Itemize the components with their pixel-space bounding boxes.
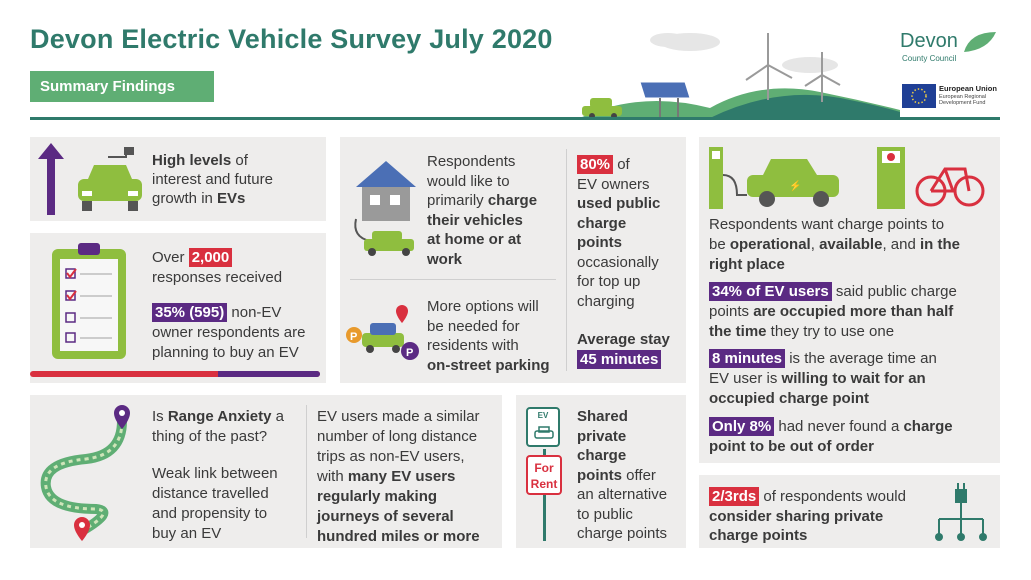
- responses-count-badge: 2,000: [188, 248, 233, 267]
- public-charge-pct-badge: 80%: [577, 155, 614, 174]
- range-anxiety-panel: Is Range Anxiety a thing of the past? We…: [30, 395, 502, 548]
- range-question: Is Range Anxiety a thing of the past?: [152, 408, 284, 445]
- leaf-icon: [964, 32, 996, 52]
- wait-badge: 8 minutes: [709, 349, 786, 368]
- non-ev-text: 35% (595) non-EV owner respondents are p…: [152, 303, 306, 361]
- on-street-text: More options will be needed for resident…: [427, 298, 550, 374]
- average-stay-value: 45 minutes: [577, 350, 662, 369]
- devon-logo-text: Devon: [900, 30, 958, 52]
- non-ev-pct-badge: 35% (595): [152, 303, 228, 322]
- vertical-divider: [566, 149, 567, 371]
- for-rent-sign: For Rent: [526, 455, 562, 495]
- eu-sub1: European Regional: [939, 94, 987, 100]
- page-title: Devon Electric Vehicle Survey July 2020: [30, 24, 553, 54]
- route-map-icon: [40, 405, 130, 541]
- shared-text: Shared private charge points offer an al…: [577, 408, 668, 542]
- wait-text: 8 minutes is the average time an EV user…: [709, 349, 937, 407]
- house-charging-icon: [354, 161, 416, 256]
- occupied-text: 34% of EV users said public charge point…: [709, 282, 957, 340]
- devon-logo-council: County Council: [902, 54, 957, 63]
- sharing-text: 2/3rds of respondents would consider sha…: [709, 487, 906, 544]
- charging-location-panel: Respondents would like to primarily char…: [340, 137, 686, 383]
- ev-car-icon: [78, 147, 142, 211]
- out-of-order-badge: Only 8%: [709, 417, 775, 436]
- subtitle-badge: Summary Findings: [30, 71, 214, 102]
- eu-flag-icon: [902, 84, 936, 108]
- svg-text:P: P: [406, 347, 413, 359]
- vertical-divider: [306, 405, 307, 538]
- progress-bar: [30, 371, 320, 377]
- ev-sign: EV: [526, 407, 560, 447]
- responses-panel: Over 2,000 responses received 35% (595) …: [30, 233, 326, 383]
- svg-text:⚡: ⚡: [789, 179, 801, 192]
- plug-network-icon: [935, 483, 987, 541]
- interest-text: High levels of interest and future growt…: [152, 152, 273, 207]
- charger-bicycle-icon: [877, 147, 985, 209]
- charger-car-icon: ⚡: [709, 147, 839, 209]
- sign-post: [543, 449, 546, 541]
- long-trips-text: EV users made a similar number of long d…: [317, 408, 480, 545]
- eu-logo: European Union European Regional Develop…: [902, 84, 1002, 110]
- responses-text: Over 2,000 responses received: [152, 248, 283, 286]
- growth-arrow-icon: [38, 143, 64, 215]
- range-answer: Weak link between distance travelled and…: [152, 465, 278, 542]
- home-charge-text: Respondents would like to primarily char…: [427, 153, 538, 268]
- ev-car-sign-icon: [534, 426, 554, 439]
- average-stay-label: Average stay: [577, 331, 670, 348]
- charge-points-intro: Respondents want charge points to be ope…: [709, 216, 960, 273]
- devon-logo: Devon County Council: [900, 30, 1000, 68]
- sharing-panel: 2/3rds of respondents would consider sha…: [699, 475, 1000, 548]
- on-street-parking-icon: P P: [346, 305, 419, 360]
- header-landscape-illustration: [580, 33, 900, 119]
- eu-title: European Union: [939, 84, 997, 93]
- eu-sub2: Development Fund: [939, 100, 986, 106]
- svg-text:P: P: [350, 331, 357, 343]
- out-of-order-text: Only 8% had never found a charge point t…: [709, 417, 953, 455]
- interest-panel: High levels of interest and future growt…: [30, 137, 326, 221]
- horizontal-divider: [350, 279, 556, 280]
- charge-points-panel: ⚡ Respondents want charge points to be o…: [699, 137, 1000, 463]
- sharing-badge: 2/3rds: [709, 487, 760, 506]
- public-charge-text: 80% of EV owners used public charge poin…: [577, 155, 661, 310]
- header-divider: [30, 117, 1000, 120]
- occupied-badge: 34% of EV users: [709, 282, 832, 301]
- shared-charge-panel: EV For Rent Shared private charge points…: [516, 395, 686, 548]
- clipboard-icon: [52, 243, 126, 359]
